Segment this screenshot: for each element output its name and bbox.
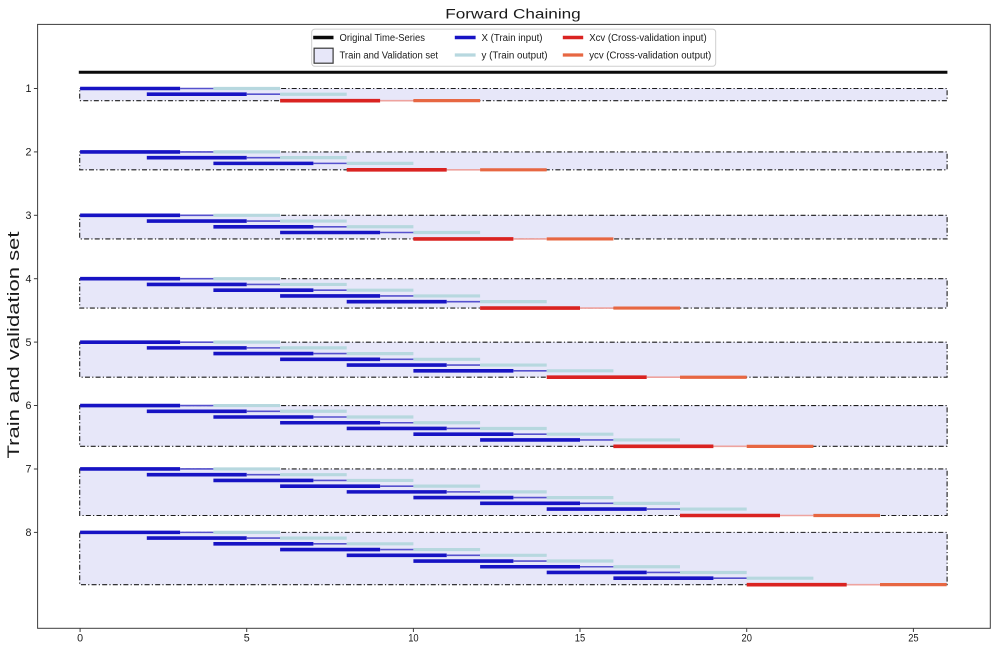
- svg-text:5: 5: [26, 337, 32, 349]
- svg-text:Original Time-Series: Original Time-Series: [340, 33, 426, 44]
- svg-text:25: 25: [908, 632, 918, 644]
- svg-text:Train and validation set: Train and validation set: [4, 231, 23, 458]
- svg-text:4: 4: [26, 273, 32, 285]
- svg-text:Forward Chaining: Forward Chaining: [445, 7, 581, 22]
- svg-text:15: 15: [575, 632, 585, 644]
- svg-text:8: 8: [26, 527, 32, 539]
- svg-text:ycv (Cross-validation output): ycv (Cross-validation output): [589, 51, 711, 62]
- svg-text:1: 1: [26, 83, 32, 95]
- svg-text:6: 6: [26, 400, 32, 412]
- svg-text:5: 5: [244, 632, 250, 644]
- svg-text:Xcv (Cross-validation input): Xcv (Cross-validation input): [589, 33, 707, 44]
- svg-text:X (Train input): X (Train input): [482, 33, 543, 44]
- svg-text:y (Train output): y (Train output): [482, 51, 548, 62]
- svg-text:2: 2: [26, 147, 32, 159]
- svg-text:10: 10: [408, 632, 418, 644]
- svg-text:3: 3: [26, 210, 32, 222]
- svg-text:20: 20: [742, 632, 752, 644]
- svg-text:0: 0: [77, 632, 83, 644]
- svg-text:7: 7: [26, 464, 32, 476]
- svg-text:Train and Validation set: Train and Validation set: [340, 51, 439, 62]
